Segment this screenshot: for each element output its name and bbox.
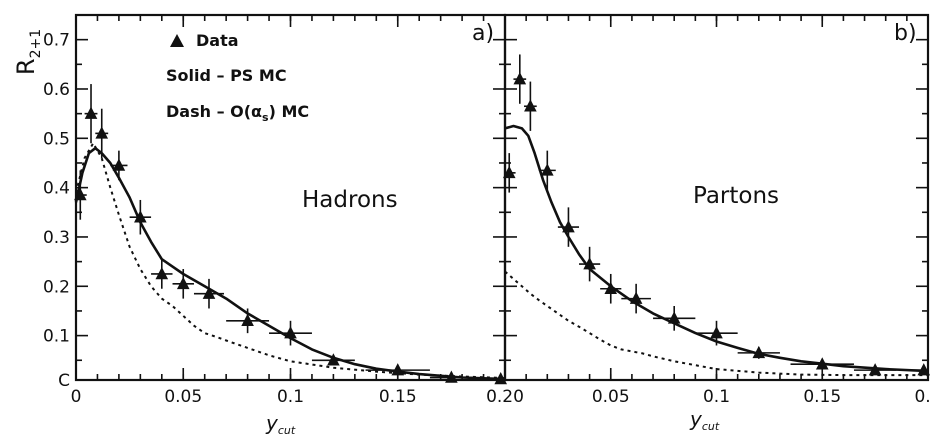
x-axis-label-b: ycut (689, 407, 720, 433)
data-point-b (524, 99, 537, 112)
data-point-a (284, 326, 297, 339)
x-axis-label-b-main: y (689, 407, 703, 431)
x-axis-label-a-main: y (265, 411, 279, 435)
data-point-a (391, 363, 405, 376)
legend-dash-post: ) MC (269, 102, 310, 121)
data-point-a (494, 372, 508, 385)
y-tick-label: 0.7 (43, 31, 70, 51)
data-point-b (513, 72, 527, 85)
data-point-b (710, 326, 723, 339)
y-tick-label: 0.1 (43, 327, 70, 347)
y-tick-label: 0.4 (43, 179, 70, 199)
y-tick-label: 0.2 (43, 277, 70, 297)
data-point-b (604, 281, 618, 294)
y-tick-label: C (58, 371, 70, 391)
data-point-a (112, 158, 126, 171)
panel-a-tag: a) (472, 21, 494, 46)
legend-dash-pre: Dash – O(α (166, 102, 262, 121)
y-tick-label: 0.5 (43, 129, 70, 149)
data-point-a (73, 188, 87, 201)
data-point-b (815, 357, 829, 370)
hadrons-annotation: Hadrons (302, 187, 398, 213)
data-point-a (241, 313, 254, 327)
data-point-a (134, 210, 147, 223)
data-point-b (583, 257, 596, 270)
legend-dash-label: Dash – O(αs) MC (166, 102, 309, 124)
data-point-a (445, 370, 458, 383)
data-point-b (629, 291, 643, 304)
x-tick-label-b: 0.05 (592, 387, 630, 407)
axes-layer: 0 0.05 0.1 0.15 0.20 0.7 0.6 0.5 0.4 0.3 0.2 0.1 C 0.… (43, 13, 930, 407)
x-tick-label-a: 0 (71, 387, 82, 407)
x-axis-label-a-sub: cut (278, 424, 296, 437)
dashed-curve-a (75, 141, 506, 379)
x-tick-label-a: 0.20 (486, 387, 524, 407)
x-tick-label-a: 0.15 (379, 387, 417, 407)
curve-layer (74, 124, 929, 381)
panel-b-tag: b) (894, 21, 917, 46)
y-axis-label-sub: 2+1 (28, 29, 44, 59)
legend-data-marker (170, 34, 184, 47)
data-point-b (868, 363, 882, 376)
y-axis-label: R2+1 (12, 29, 44, 75)
x-axis-label-b-sub: cut (702, 420, 720, 433)
data-point-a (95, 126, 109, 139)
x-tick-label-b: 0.2 (914, 387, 930, 407)
data-point-b (917, 363, 930, 376)
data-point-a (84, 106, 98, 119)
x-axis-label-a: ycut (265, 411, 296, 437)
legend: Data Solid – PS MC Dash – O(αs) MC (166, 31, 309, 124)
x-tick-label-a: 0.1 (277, 387, 304, 407)
legend-data-label: Data (196, 31, 239, 50)
data-point-b (752, 345, 766, 359)
data-point-b (562, 220, 575, 233)
partons-annotation: Partons (693, 183, 779, 209)
data-point-b (541, 163, 554, 176)
dashed-curve-b (504, 270, 928, 377)
data-point-a (327, 353, 340, 366)
solid-curve-a (74, 146, 506, 381)
marker-layer (73, 54, 930, 385)
x-tick-label-b: 0.15 (803, 387, 841, 407)
legend-dash-sub: s (262, 111, 269, 124)
data-point-a (202, 286, 216, 299)
x-tick-label-b: 0.1 (703, 387, 730, 407)
y-tick-label: 0.6 (43, 80, 70, 100)
data-point-b (667, 311, 681, 324)
y-axis-label-main: R (12, 58, 40, 75)
data-point-b (502, 165, 516, 179)
legend-solid-label: Solid – PS MC (166, 66, 287, 85)
data-point-a (155, 266, 169, 280)
data-point-a (176, 276, 190, 290)
y-tick-label: 0.3 (43, 228, 70, 248)
x-tick-label-a: 0.05 (164, 387, 202, 407)
